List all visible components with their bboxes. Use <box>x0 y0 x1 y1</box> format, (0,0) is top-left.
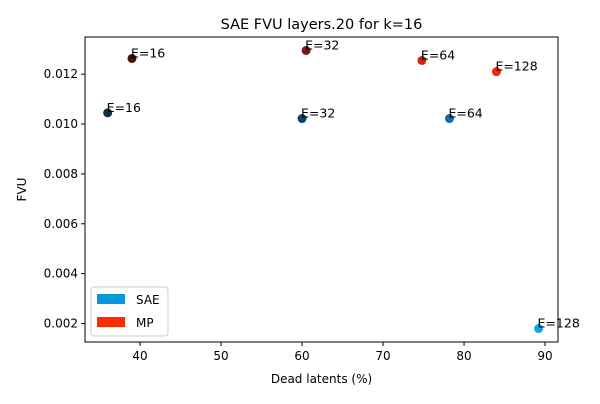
chart-title: SAE FVU layers.20 for k=16 <box>221 17 423 33</box>
x-tick-label: 50 <box>213 349 228 363</box>
point-label-sae: E=64 <box>448 106 482 121</box>
legend-label-sae: SAE <box>136 293 160 307</box>
legend-swatch-mp <box>97 317 125 327</box>
legend-label-mp: MP <box>136 316 154 330</box>
x-tick-label: 70 <box>375 349 390 363</box>
data-point-sae <box>444 114 454 124</box>
data-point-mp <box>301 45 311 55</box>
data-point-sae <box>297 114 307 124</box>
point-label-mp: E=64 <box>421 47 455 62</box>
plot-frame <box>84 36 559 343</box>
y-axis-label: FVU <box>15 178 29 202</box>
x-tick-label: 40 <box>132 349 147 363</box>
x-axis-label: Dead latents (%) <box>271 372 372 386</box>
legend-swatch-sae <box>97 294 125 304</box>
point-label-sae: E=16 <box>107 100 141 115</box>
data-point-mp <box>127 53 137 63</box>
x-tick-label: 80 <box>456 349 471 363</box>
y-tick-label: 0.004 <box>44 267 78 281</box>
point-label-sae: E=32 <box>301 106 335 121</box>
data-point-mp <box>417 55 427 65</box>
x-tick-label: 90 <box>537 349 552 363</box>
y-tick-label: 0.002 <box>44 317 78 331</box>
y-tick-label: 0.010 <box>44 117 78 131</box>
y-tick-label: 0.012 <box>44 67 78 81</box>
data-point-sae <box>534 324 544 334</box>
point-label-mp: E=32 <box>305 37 339 52</box>
point-label-mp: E=16 <box>131 45 165 60</box>
point-label-mp: E=128 <box>495 59 537 74</box>
data-point-mp <box>491 67 501 77</box>
y-tick-label: 0.008 <box>44 167 78 181</box>
point-label-sae: E=128 <box>538 316 580 331</box>
legend: SAE MP <box>90 286 169 337</box>
x-tick-label: 60 <box>294 349 309 363</box>
y-tick-label: 0.006 <box>44 217 78 231</box>
data-point-sae <box>103 108 113 118</box>
